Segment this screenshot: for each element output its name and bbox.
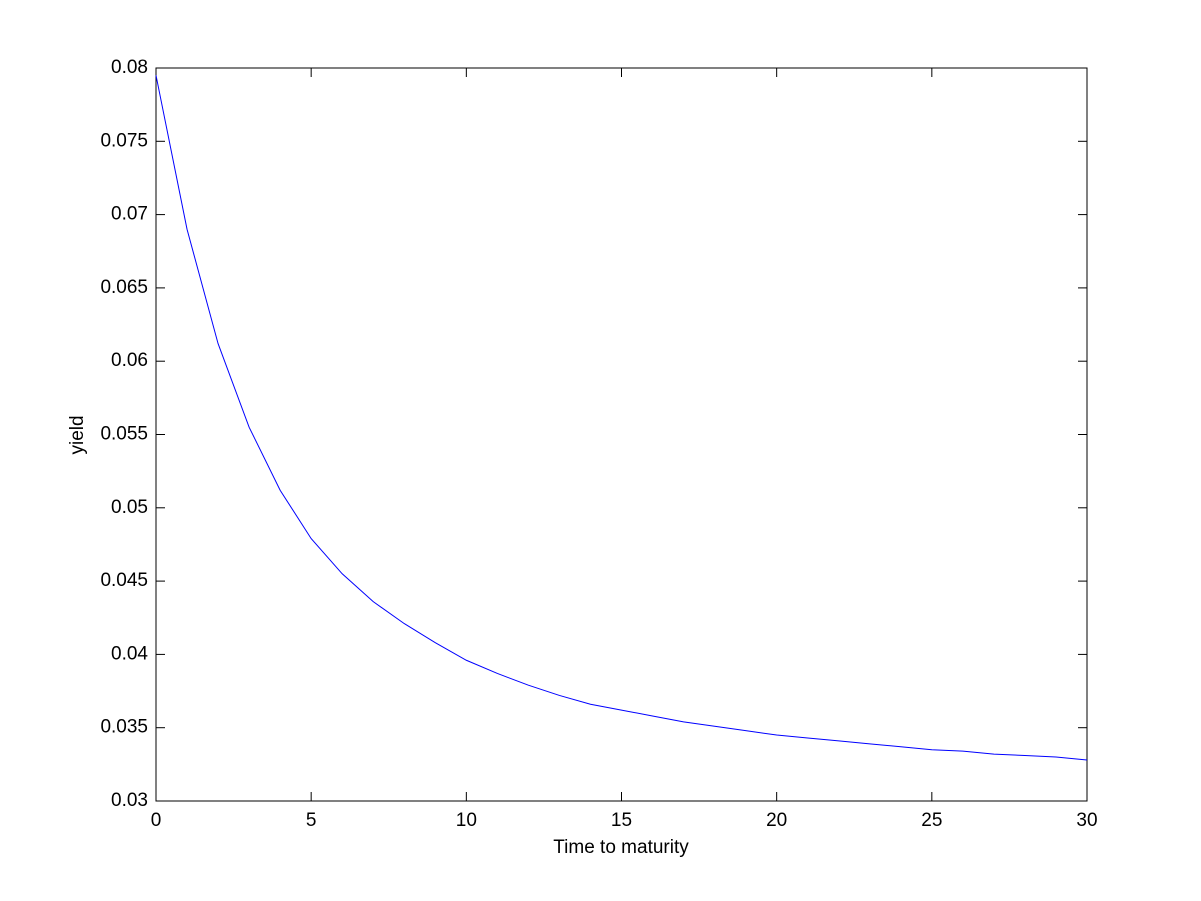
y-tick-label: 0.07 bbox=[111, 204, 148, 225]
line-series bbox=[155, 75, 1088, 761]
plot-box bbox=[155, 67, 1088, 802]
y-tick-label: 0.06 bbox=[111, 350, 148, 371]
y-tick-label: 0.075 bbox=[100, 130, 148, 151]
y-tick-label: 0.03 bbox=[111, 790, 148, 811]
x-axis-label: Time to maturity bbox=[553, 837, 689, 858]
y-tick-label: 0.08 bbox=[111, 57, 148, 78]
y-tick-label: 0.035 bbox=[100, 717, 148, 738]
x-tick-label: 25 bbox=[921, 810, 942, 831]
x-tick-label: 15 bbox=[611, 810, 632, 831]
y-tick-label: 0.055 bbox=[100, 424, 148, 445]
x-tick-label: 0 bbox=[151, 810, 162, 831]
y-tick-label: 0.05 bbox=[111, 497, 148, 518]
y-tick-label: 0.065 bbox=[100, 277, 148, 298]
x-tick-label: 30 bbox=[1076, 810, 1097, 831]
x-tick-label: 5 bbox=[306, 810, 317, 831]
x-tick-label: 20 bbox=[766, 810, 787, 831]
y-tick-label: 0.04 bbox=[111, 643, 148, 664]
y-axis-label: yield bbox=[67, 415, 88, 454]
y-tick-label: 0.045 bbox=[100, 570, 148, 591]
x-tick-label: 10 bbox=[456, 810, 477, 831]
